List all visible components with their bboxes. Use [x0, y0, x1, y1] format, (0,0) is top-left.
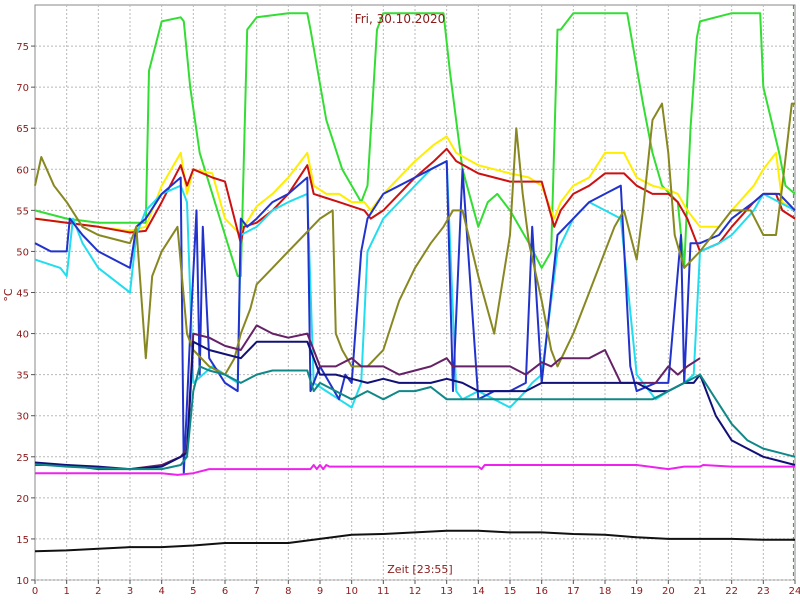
x-tick-label: 16: [535, 586, 548, 597]
x-tick-label: 13: [440, 586, 453, 597]
y-tick-label: 15: [16, 535, 29, 546]
x-tick-label: 21: [694, 586, 707, 597]
series-line-6: [34, 102, 795, 376]
x-tick-label: 22: [725, 586, 738, 597]
series-line-10: [35, 464, 795, 476]
x-tick-label: 14: [472, 586, 485, 597]
x-tick-label: 5: [190, 586, 196, 597]
x-tick-label: 15: [504, 586, 517, 597]
series-line-11: [34, 529, 795, 553]
x-tick-label: 8: [285, 586, 291, 597]
x-tick-label: 3: [127, 586, 133, 597]
x-tick-label: 17: [567, 586, 580, 597]
y-tick-label: 70: [16, 83, 29, 94]
y-tick-label: 25: [16, 453, 29, 464]
y-tick-label: 75: [16, 42, 29, 53]
axes: 0 1 2 3 4 5 6 7 8 9 10 11 12 13 14 15 16 17 18 19 20 21 22 23 24…: [16, 42, 800, 597]
y-tick-label: 20: [16, 494, 29, 505]
x-tick-label: 19: [630, 586, 643, 597]
series-group: [34, 12, 796, 553]
x-tick-label: 0: [32, 586, 38, 597]
y-tick-label: 35: [16, 371, 29, 382]
y-tick-label: 40: [16, 330, 29, 341]
x-tick-label: 9: [317, 586, 323, 597]
x-tick-label: 24: [789, 586, 800, 597]
x-axis-label: Zeit [23:55]: [387, 563, 452, 576]
series-line-2: [34, 135, 796, 236]
x-tick-label: 11: [377, 586, 390, 597]
x-tick-label: 12: [409, 586, 422, 597]
x-tick-label: 6: [222, 586, 228, 597]
x-tick-label: 20: [662, 586, 675, 597]
x-tick-label: 18: [599, 586, 612, 597]
x-tick-label: 4: [158, 586, 164, 597]
series-line-5: [34, 160, 796, 475]
y-tick-label: 60: [16, 165, 29, 176]
y-tick-label: 50: [16, 247, 29, 258]
y-tick-label: 10: [16, 576, 29, 587]
series-line-9: [34, 365, 796, 471]
series-line-7: [35, 324, 701, 471]
x-tick-label: 23: [757, 586, 770, 597]
series-line-3: [34, 147, 796, 253]
y-tick-label: 55: [16, 206, 29, 217]
y-axis-label: °C: [2, 288, 15, 302]
y-tick-label: 65: [16, 124, 29, 135]
chart-title: Fri, 30.10.2020: [355, 12, 446, 26]
x-tick-label: 10: [345, 586, 358, 597]
x-tick-label: 7: [253, 586, 259, 597]
x-tick-label: 2: [95, 586, 101, 597]
x-tick-label: 1: [63, 586, 69, 597]
y-tick-label: 45: [16, 289, 29, 300]
y-tick-label: 30: [16, 412, 29, 423]
